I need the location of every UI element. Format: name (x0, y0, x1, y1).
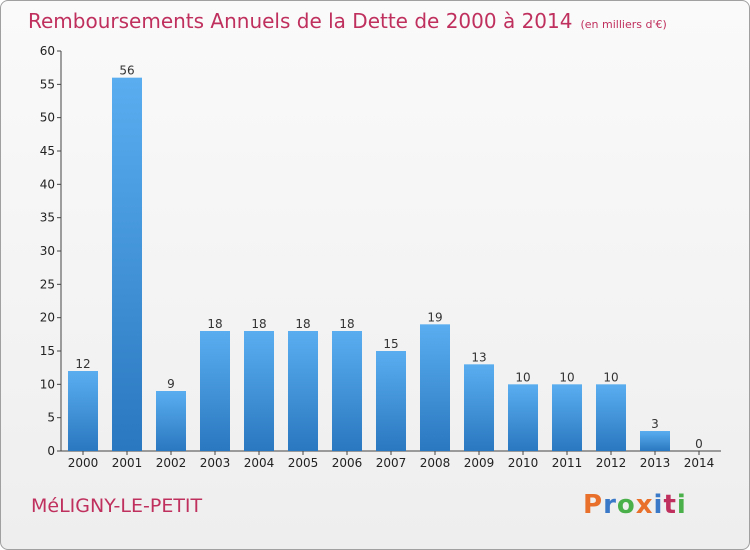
x-tick-label: 2002 (156, 456, 187, 470)
value-label-2006: 18 (339, 317, 354, 331)
value-label-2001: 56 (119, 64, 134, 78)
value-labels: 12 56 9 18 18 18 18 15 19 13 10 10 10 3 0 (75, 64, 702, 451)
logo-letter: i (653, 490, 664, 520)
value-label-2009: 13 (471, 350, 486, 364)
bar-2011[interactable] (552, 384, 582, 451)
value-label-2011: 10 (559, 370, 574, 384)
x-tick-label: 2012 (596, 456, 627, 470)
x-tick-label: 2004 (244, 456, 275, 470)
chart-title: Remboursements Annuels de la Dette de 20… (28, 9, 667, 33)
value-label-2008: 19 (427, 310, 442, 324)
logo-letter: i (676, 490, 687, 520)
y-tick-label: 45 (40, 144, 55, 158)
y-tick-label: 0 (47, 444, 55, 458)
x-tick-label: 2008 (420, 456, 451, 470)
bar-2008[interactable] (420, 324, 450, 451)
value-label-2005: 18 (295, 317, 310, 331)
x-tick-label: 2003 (200, 456, 231, 470)
bar-2012[interactable] (596, 384, 626, 451)
y-tick-label: 55 (40, 77, 55, 91)
commune-name: MéLIGNY-LE-PETIT (31, 495, 203, 517)
value-label-2007: 15 (383, 337, 398, 351)
value-label-2002: 9 (167, 377, 175, 391)
y-tick-label: 40 (40, 177, 55, 191)
logo-letter: x (635, 490, 654, 520)
y-tick-label: 10 (40, 377, 55, 391)
x-tick-label: 2000 (68, 456, 99, 470)
y-tick-label: 60 (40, 44, 55, 58)
logo-letter: P (583, 490, 604, 520)
y-tick-label: 30 (40, 244, 55, 258)
y-tick-label: 50 (40, 111, 55, 125)
x-axis: 2000 2001 2002 2003 2004 2005 2006 2007 2008 2009… (61, 450, 721, 470)
x-tick-label: 2011 (552, 456, 583, 470)
x-tick-label: 2009 (464, 456, 495, 470)
bar-2002[interactable] (156, 391, 186, 451)
value-label-2014: 0 (695, 437, 703, 451)
x-tick-label: 2013 (640, 456, 671, 470)
y-axis: 0 5 10 15 20 25 30 35 40 45 50 55 60 (40, 44, 62, 458)
value-label-2013: 3 (651, 417, 659, 431)
y-tick-label: 15 (40, 344, 55, 358)
y-tick-label: 25 (40, 277, 55, 291)
x-tick-label: 2010 (508, 456, 539, 470)
bar-2006[interactable] (332, 331, 362, 451)
bar-2009[interactable] (464, 364, 494, 451)
x-tick-label: 2005 (288, 456, 319, 470)
title-text: Remboursements Annuels de la Dette de 20… (28, 9, 573, 33)
y-tick-label: 20 (40, 311, 55, 325)
value-label-2012: 10 (603, 370, 618, 384)
value-label-2003: 18 (207, 317, 222, 331)
bar-2013[interactable] (640, 431, 670, 451)
x-tick-label: 2001 (112, 456, 143, 470)
title-unit: (en milliers d'€) (580, 18, 667, 31)
logo-letter: r (603, 490, 617, 520)
bar-2007[interactable] (376, 351, 406, 451)
x-tick-label: 2006 (332, 456, 363, 470)
y-tick-label: 5 (47, 411, 55, 425)
bar-2005[interactable] (288, 331, 318, 451)
x-tick-label: 2014 (684, 456, 715, 470)
x-tick-label: 2007 (376, 456, 407, 470)
y-tick-label: 35 (40, 211, 55, 225)
bar-2010[interactable] (508, 384, 538, 451)
bar-2003[interactable] (200, 331, 230, 451)
value-label-2010: 10 (515, 370, 530, 384)
logo-letter: t (663, 490, 677, 520)
bar-2000[interactable] (68, 371, 98, 451)
bar-2004[interactable] (244, 331, 274, 451)
bar-2001[interactable] (112, 77, 142, 452)
value-label-2000: 12 (75, 357, 90, 371)
bars (68, 77, 670, 452)
logo-letter: o (616, 490, 636, 520)
value-label-2004: 18 (251, 317, 266, 331)
proxiti-logo[interactable]: Proxiti (583, 490, 687, 520)
